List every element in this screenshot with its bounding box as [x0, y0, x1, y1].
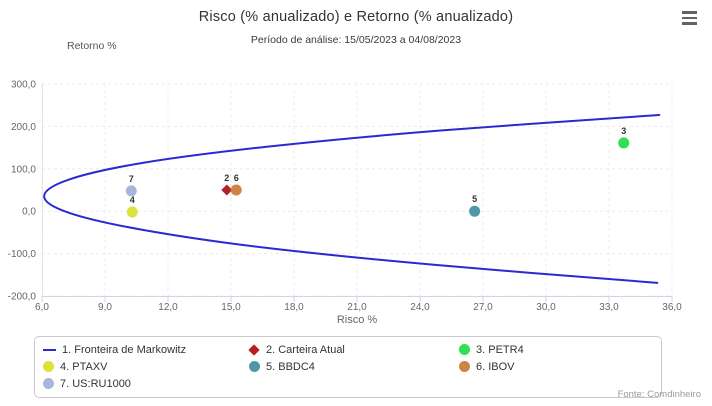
- svg-text:9,0: 9,0: [98, 302, 112, 313]
- chart-title: Risco (% anualizado) e Retorno (% anuali…: [198, 9, 514, 25]
- data-point-label-ptaxv: 4: [130, 195, 135, 205]
- legend-item-fronteira-de-markowitz[interactable]: 1. Fronteira de Markowitz: [43, 342, 249, 357]
- svg-text:300,0: 300,0: [11, 80, 36, 91]
- svg-text:6,0: 6,0: [35, 302, 49, 313]
- data-point-label-petr4: 3: [621, 126, 626, 136]
- legend-marker-diamond-icon: [248, 343, 260, 356]
- y-axis-title: Retorno %: [67, 40, 117, 52]
- data-point-ptaxv[interactable]: [126, 206, 138, 218]
- svg-text:0,0: 0,0: [22, 207, 36, 218]
- svg-text:18,0: 18,0: [284, 302, 304, 313]
- legend-item-label: 5. BBDC4: [266, 360, 315, 373]
- svg-text:15,0: 15,0: [221, 302, 241, 313]
- x-axis-title: Risco %: [337, 314, 378, 326]
- tick-labels: -200,0 -100,0 0,0 100,0 200,0 300,0 6,0 9,0 12,0…: [8, 80, 683, 314]
- data-point-petr4[interactable]: [618, 137, 630, 149]
- legend-item-label: 4. PTAXV: [60, 360, 108, 373]
- legend-item-label: 1. Fronteira de Markowitz: [62, 343, 187, 356]
- svg-text:-200,0: -200,0: [8, 292, 37, 303]
- legend: 1. Fronteira de Markowitz 2. Carteira Atu…: [34, 336, 662, 398]
- series-curve-fronteira-de-markowitz[interactable]: [43, 113, 661, 284]
- legend-item-label: 3. PETR4: [476, 343, 524, 356]
- svg-text:30,0: 30,0: [536, 302, 556, 313]
- legend-item-us-ru1000[interactable]: 7. US:RU1000: [43, 376, 249, 391]
- data-point-label-us-ru1000: 7: [129, 174, 134, 184]
- data-point-label-ibov: 6: [234, 173, 239, 183]
- svg-text:100,0: 100,0: [11, 164, 36, 175]
- data-point-us-ru1000[interactable]: [125, 185, 137, 197]
- context-menu-button[interactable]: [679, 9, 701, 27]
- data-point-label-bbdc4: 5: [472, 194, 477, 204]
- legend-marker-circle-icon: [459, 344, 470, 355]
- chart-subtitle: Período de análise: 15/05/2023 a 04/08/2…: [250, 34, 462, 46]
- legend-marker-circle-icon: [249, 361, 260, 372]
- svg-text:21,0: 21,0: [347, 302, 367, 313]
- svg-text:200,0: 200,0: [11, 122, 36, 133]
- axes: [41, 84, 673, 302]
- svg-text:24,0: 24,0: [410, 302, 430, 313]
- legend-marker-circle-icon: [43, 378, 54, 389]
- legend-item-bbdc4[interactable]: 5. BBDC4: [249, 359, 459, 374]
- svg-text:27,0: 27,0: [473, 302, 493, 313]
- data-point-bbdc4[interactable]: [469, 205, 481, 217]
- svg-text:-100,0: -100,0: [8, 249, 37, 260]
- legend-item-label: 7. US:RU1000: [60, 377, 131, 390]
- legend-marker-line-icon: [43, 348, 56, 351]
- data-point-ibov[interactable]: [230, 184, 242, 196]
- data-point-carteira-atual[interactable]: [221, 184, 233, 196]
- legend-item-ptaxv[interactable]: 4. PTAXV: [43, 359, 249, 374]
- legend-item-carteira-atual[interactable]: 2. Carteira Atual: [248, 342, 459, 357]
- legend-marker-circle-icon: [459, 361, 470, 372]
- svg-text:33,0: 33,0: [599, 302, 619, 313]
- scatter-plot-area: -200,0 -100,0 0,0 100,0 200,0 300,0 6,0 9,0 12,0…: [8, 40, 683, 326]
- data-point-label-carteira-atual: 2: [224, 173, 229, 183]
- legend-item-ibov[interactable]: 6. IBOV: [459, 359, 653, 374]
- svg-text:36,0: 36,0: [662, 302, 682, 313]
- legend-item-label: 2. Carteira Atual: [266, 343, 345, 356]
- svg-text:12,0: 12,0: [158, 302, 178, 313]
- hamburger-icon: [682, 11, 697, 14]
- legend-item-label: 6. IBOV: [476, 360, 515, 373]
- source-credit: Fonte: Comdinheiro: [617, 389, 701, 400]
- legend-marker-circle-icon: [43, 361, 54, 372]
- legend-item-petr4[interactable]: 3. PETR4: [459, 342, 653, 357]
